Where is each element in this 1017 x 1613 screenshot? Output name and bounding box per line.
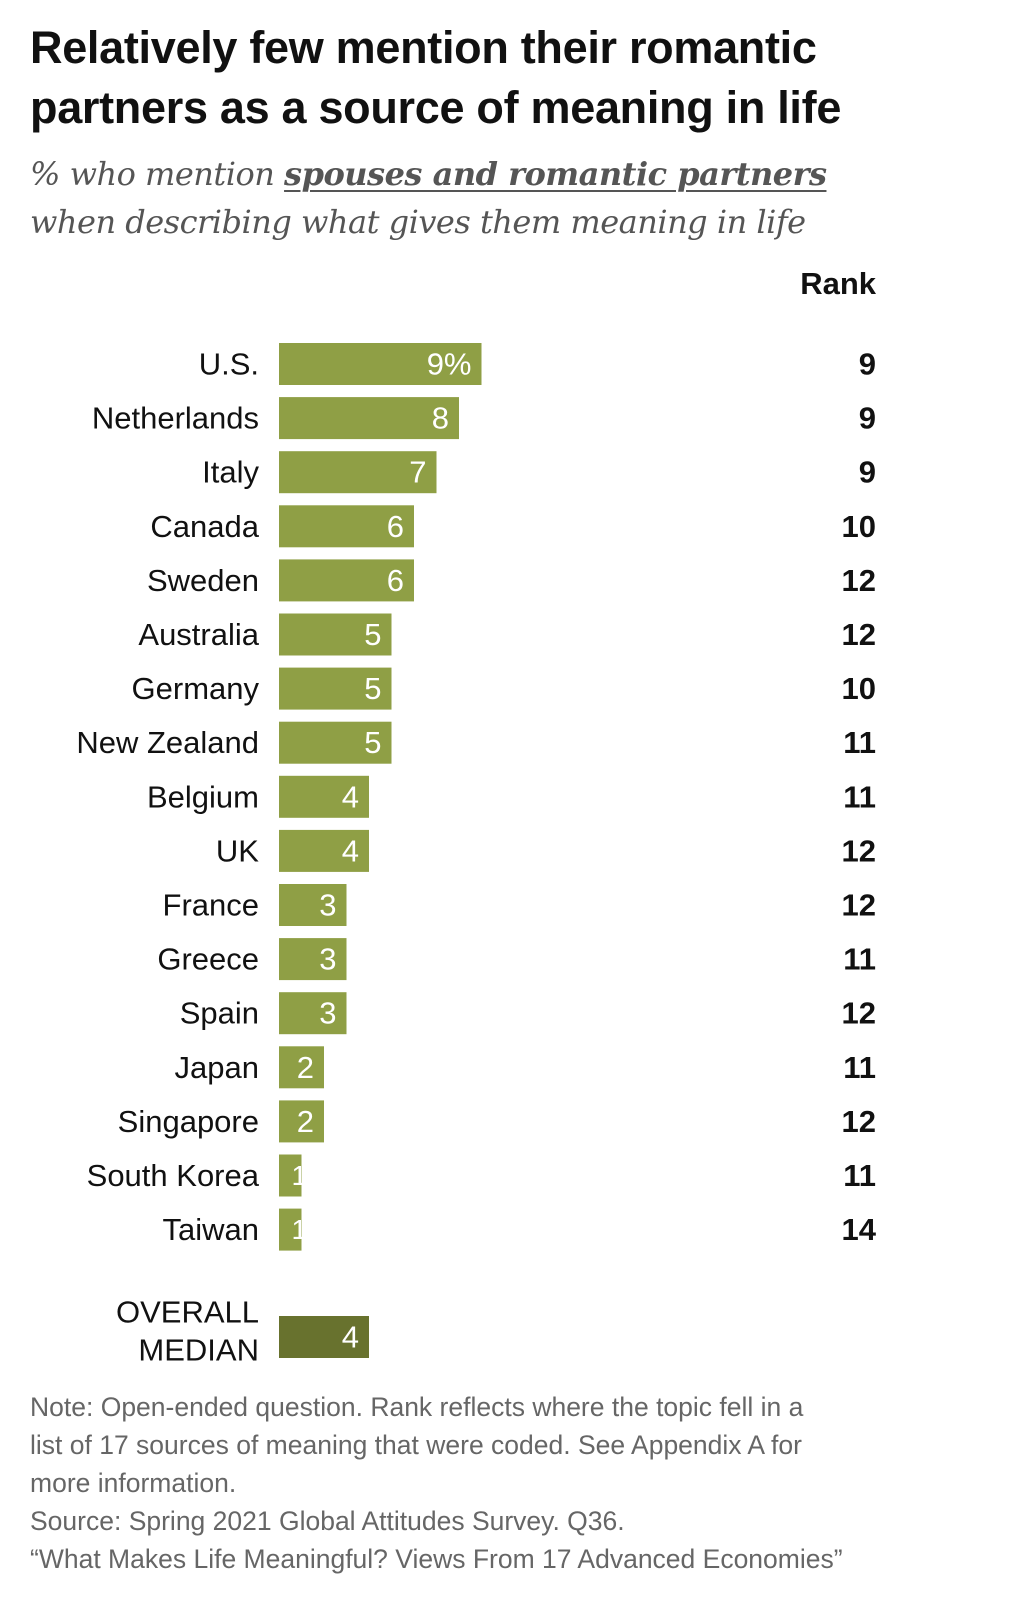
bar-value-label: 9% xyxy=(427,347,472,382)
category-label: Japan xyxy=(175,1050,259,1085)
rank-value: 12 xyxy=(842,888,876,923)
bar-value-label: 3 xyxy=(319,942,336,977)
rank-value: 14 xyxy=(842,1212,877,1247)
category-label: France xyxy=(163,888,259,923)
bar-value-label: 4 xyxy=(342,779,359,814)
rank-value: 11 xyxy=(843,1158,876,1193)
bar xyxy=(279,1046,324,1089)
bar-value-label: 8 xyxy=(432,401,449,436)
category-label: Singapore xyxy=(118,1104,259,1139)
bar-value-label: 6 xyxy=(387,563,404,598)
category-label: New Zealand xyxy=(76,725,259,760)
bar xyxy=(279,451,437,494)
category-label: Italy xyxy=(202,455,259,490)
bar-value-label: 7 xyxy=(409,455,426,490)
category-label: U.S. xyxy=(199,347,259,382)
bar xyxy=(279,829,369,872)
category-label: Belgium xyxy=(147,779,259,814)
bar-value-label: 3 xyxy=(319,888,336,923)
chart-title: Relatively few mention their romantic pa… xyxy=(30,18,990,138)
chart-subtitle: % who mention spouses and romantic partn… xyxy=(30,150,990,246)
category-label: Australia xyxy=(138,617,259,652)
rank-value: 10 xyxy=(842,671,876,706)
category-label: Sweden xyxy=(147,563,259,598)
bar xyxy=(279,1154,302,1197)
subtitle-emphasis: spouses and romantic partners xyxy=(284,155,827,193)
rank-value: 9 xyxy=(859,401,876,436)
category-label: Greece xyxy=(157,942,259,977)
category-label: Spain xyxy=(180,996,259,1031)
category-label: UK xyxy=(216,833,259,868)
bar xyxy=(279,343,482,385)
category-label: Netherlands xyxy=(92,401,259,436)
note-line-3: more information. xyxy=(30,1468,237,1498)
subtitle-prefix: % who mention xyxy=(30,155,285,193)
category-label: Canada xyxy=(150,509,259,544)
bar-value-label: 5 xyxy=(364,725,381,760)
bar-value-label: 1 xyxy=(292,1214,308,1245)
rank-value: 12 xyxy=(842,563,876,598)
chart-footnote: Note: Open-ended question. Rank reflects… xyxy=(30,1388,990,1578)
subtitle-line-2: when describing what gives them meaning … xyxy=(30,203,806,241)
bar xyxy=(279,1100,324,1143)
bar xyxy=(279,397,459,440)
chart-title-line-2: partners as a source of meaning in life xyxy=(30,82,842,133)
rank-value: 11 xyxy=(843,1050,876,1085)
bar xyxy=(279,775,369,818)
bar-value-label: 2 xyxy=(297,1104,314,1139)
median-bar xyxy=(279,1316,369,1358)
rank-value: 12 xyxy=(842,617,876,652)
bar-chart: U.S. 9% 9 Netherlands 8 9 Italy 7 9 Canada 6 10 Swed… xyxy=(76,343,877,1368)
bar-value-label: 4 xyxy=(342,833,359,868)
bar-value-label: 2 xyxy=(297,1050,314,1085)
median-label-line-2: MEDIAN xyxy=(138,1333,259,1368)
bar xyxy=(279,667,392,710)
bar xyxy=(279,505,414,548)
rank-column-header: Rank xyxy=(800,266,876,301)
bar xyxy=(279,1208,302,1251)
report-title-line: “What Makes Life Meaningful? Views From … xyxy=(30,1544,843,1574)
bar-value-label: 3 xyxy=(319,996,336,1031)
rank-value: 9 xyxy=(859,347,876,382)
bar-value-label: 1 xyxy=(292,1160,308,1191)
bar xyxy=(279,613,392,656)
rank-value: 12 xyxy=(842,996,876,1031)
bar-value-label: 6 xyxy=(387,509,404,544)
category-label: Taiwan xyxy=(163,1212,260,1247)
rank-value: 11 xyxy=(843,942,876,977)
bar-value-label: 5 xyxy=(364,671,381,706)
rank-value: 11 xyxy=(843,779,876,814)
median-label-line-1: OVERALL xyxy=(116,1295,259,1330)
rank-value: 12 xyxy=(842,1104,876,1139)
rank-value: 11 xyxy=(843,725,876,760)
bar xyxy=(279,938,347,981)
median-value-label: 4 xyxy=(342,1320,359,1355)
bar-value-label: 5 xyxy=(364,617,381,652)
bar xyxy=(279,992,347,1035)
chart-title-line-1: Relatively few mention their romantic xyxy=(30,22,817,73)
bar xyxy=(279,721,392,764)
bar xyxy=(279,884,347,926)
source-line: Source: Spring 2021 Global Attitudes Sur… xyxy=(30,1506,625,1536)
rank-value: 10 xyxy=(842,509,876,544)
bar xyxy=(279,559,414,602)
category-label: Germany xyxy=(132,671,260,706)
note-line-2: list of 17 sources of meaning that were … xyxy=(30,1430,802,1460)
subtitle-line-1: % who mention spouses and romantic partn… xyxy=(30,150,990,198)
rank-value: 12 xyxy=(842,833,876,868)
note-line-1: Note: Open-ended question. Rank reflects… xyxy=(30,1392,804,1422)
rank-value: 9 xyxy=(859,455,876,490)
category-label: South Korea xyxy=(87,1158,260,1193)
